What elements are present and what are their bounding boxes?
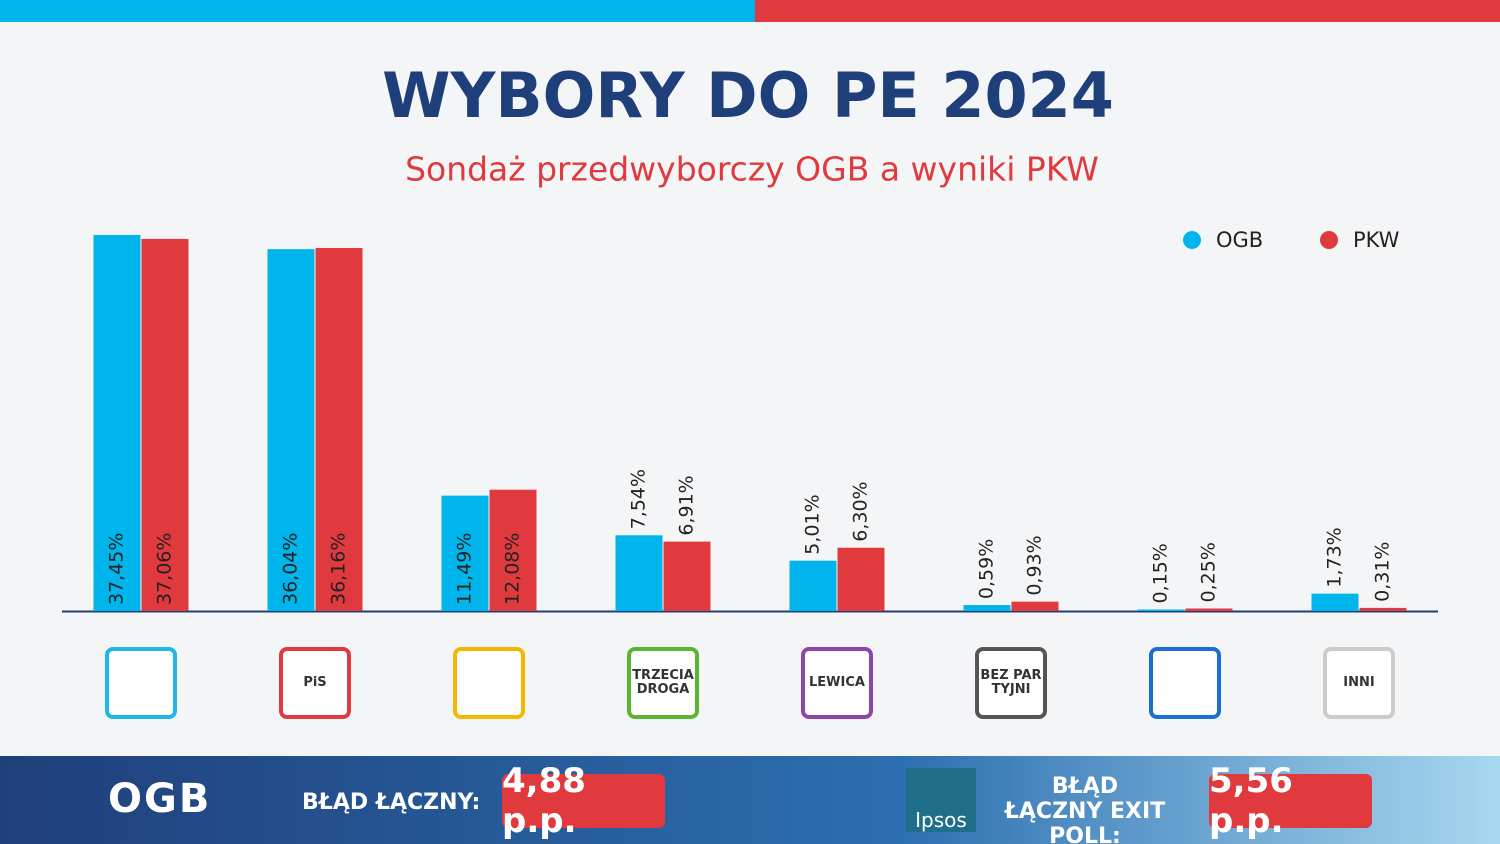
legend-label: OGB: [1216, 228, 1263, 252]
value-label: 36,04%: [280, 533, 302, 605]
party-logo: TRZECIA DROGA: [627, 647, 699, 719]
error-value: 4,88 p.p.: [502, 761, 665, 841]
party-logo: [1149, 647, 1221, 719]
bar: [1311, 593, 1359, 611]
bar: [789, 560, 837, 611]
party-logo: INNI: [1323, 647, 1395, 719]
legend-marker: [1320, 231, 1338, 249]
value-label: 36,16%: [328, 533, 350, 605]
bar: [315, 247, 363, 611]
top-stripe: [0, 0, 755, 22]
bar: [141, 238, 189, 611]
value-label: 37,06%: [154, 533, 176, 605]
chart-subtitle: Sondaż przedwyborczy OGB a wyniki PKW: [405, 150, 1099, 189]
party-logo: [105, 647, 177, 719]
chart-title: WYBORY DO PE 2024: [382, 59, 1114, 132]
brand-logo: OGB: [108, 776, 212, 822]
bar: [489, 489, 537, 611]
bar: [93, 235, 141, 611]
bar: [1359, 607, 1407, 611]
bar: [1011, 601, 1059, 611]
party-logo: LEWICA: [801, 647, 873, 719]
value-label: 0,25%: [1198, 542, 1220, 602]
bar: [1137, 609, 1185, 611]
bar: [615, 535, 663, 611]
value-label: 7,54%: [628, 469, 650, 529]
bar: [1185, 608, 1233, 611]
legend-marker: [1183, 231, 1201, 249]
value-label: 5,01%: [802, 494, 824, 554]
value-label: 0,31%: [1372, 542, 1394, 602]
error-label: BŁĄD ŁĄCZNY:: [302, 790, 481, 815]
exit-error-label: BŁĄD ŁĄCZNY EXIT POLL:: [1004, 774, 1166, 844]
value-label: 37,45%: [106, 533, 128, 605]
bar: [963, 605, 1011, 611]
exit-brand: Ipsos: [906, 768, 976, 832]
bar: [663, 541, 711, 611]
party-logo: [453, 647, 525, 719]
bar: [837, 547, 885, 611]
top-stripe: [755, 0, 1500, 22]
bar: [267, 249, 315, 612]
exit-error-value: 5,56 p.p.: [1209, 761, 1372, 841]
party-logo: PiS: [279, 647, 351, 719]
value-label: 0,15%: [1150, 543, 1172, 603]
legend-label: PKW: [1353, 228, 1400, 252]
value-label: 0,59%: [976, 539, 998, 599]
value-label: 6,30%: [850, 481, 872, 541]
value-label: 6,91%: [676, 475, 698, 535]
value-label: 11,49%: [454, 533, 476, 605]
value-label: 1,73%: [1324, 527, 1346, 587]
bar: [441, 495, 489, 611]
value-label: 12,08%: [502, 533, 524, 605]
value-label: 0,93%: [1024, 535, 1046, 595]
party-logo: BEZ PAR TYJNI: [975, 647, 1047, 719]
